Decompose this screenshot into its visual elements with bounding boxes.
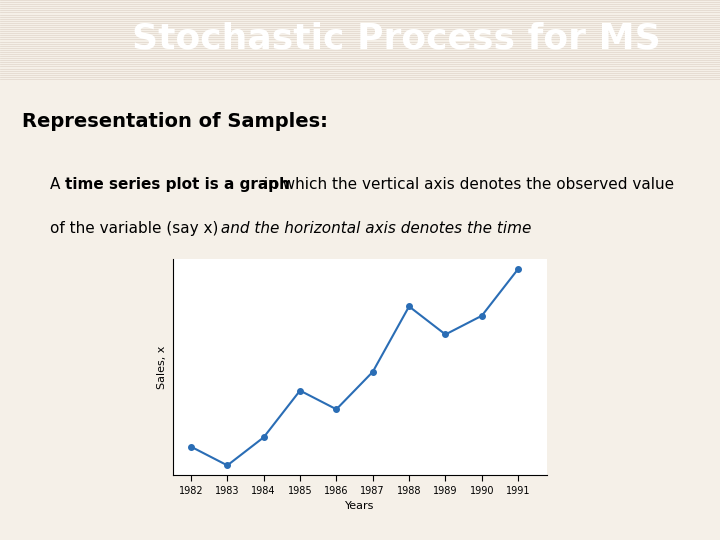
Text: in which the vertical axis denotes the observed value: in which the vertical axis denotes the o… <box>259 177 675 192</box>
Y-axis label: Sales, x: Sales, x <box>157 346 167 389</box>
Text: and the horizontal axis denotes the time: and the horizontal axis denotes the time <box>216 221 531 236</box>
X-axis label: Years: Years <box>346 501 374 511</box>
Text: Representation of Samples:: Representation of Samples: <box>22 112 328 131</box>
Text: of the variable (say x): of the variable (say x) <box>50 221 219 236</box>
Text: Stochastic Process for MS: Stochastic Process for MS <box>132 22 660 56</box>
Text: time series plot is a graph: time series plot is a graph <box>65 177 289 192</box>
Text: A: A <box>50 177 66 192</box>
